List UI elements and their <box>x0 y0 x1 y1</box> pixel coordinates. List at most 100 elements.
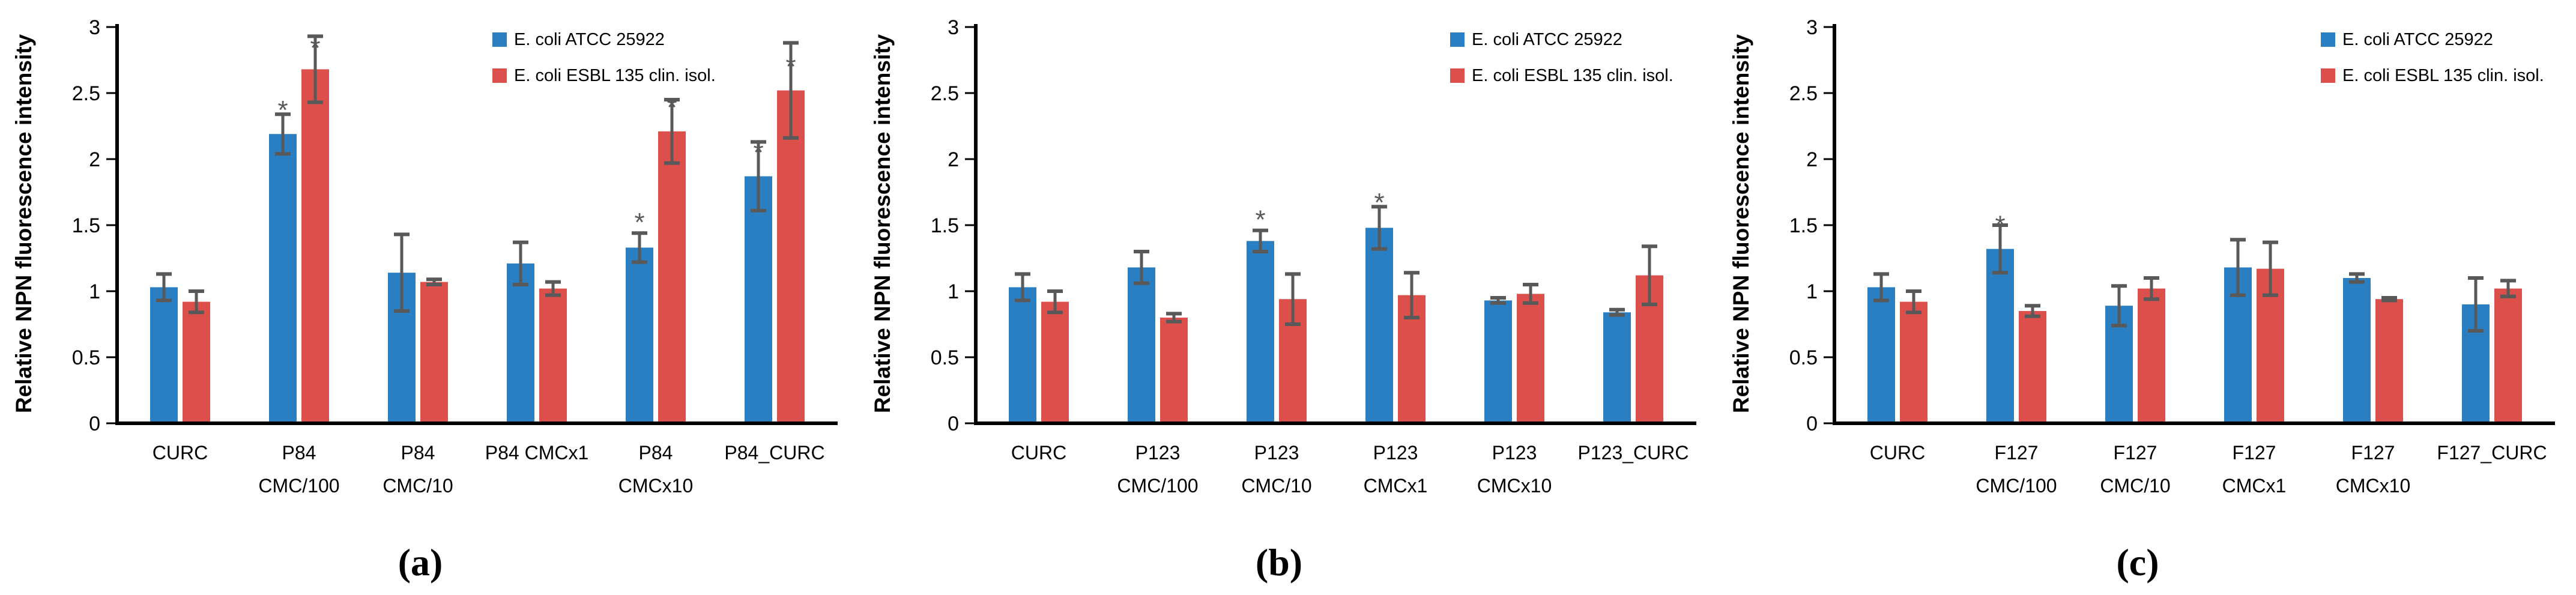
bar-series1-cat0 <box>1867 287 1895 423</box>
bar-series2-cat5 <box>777 90 805 424</box>
bar-series1-cat1 <box>1986 249 2014 423</box>
y-tick-label: 1 <box>89 280 100 303</box>
significance-asterisk: * <box>277 95 288 125</box>
y-tick-label: 1.5 <box>931 214 959 237</box>
category-label-line1: CURC <box>1011 442 1066 464</box>
significance-asterisk: * <box>753 137 763 167</box>
y-tick-label: 0.5 <box>1789 346 1818 369</box>
category-label-line2: CMC/10 <box>382 475 453 497</box>
bar-series2-cat0 <box>1900 301 1927 423</box>
bar-series2-cat4 <box>658 131 686 424</box>
significance-asterisk: * <box>667 93 677 122</box>
chart-panel-c: * 0 0.5 1 1.5 2 2.5 3 Relative NPN fluorescence … <box>1729 16 2555 584</box>
panel-label: (c) <box>2116 541 2159 584</box>
category-label-line2: CMC/100 <box>258 475 339 497</box>
category-label-line1: P84 CMCx1 <box>485 442 589 464</box>
category-label-line2: CMCx10 <box>2336 475 2410 497</box>
legend-label: E. coli ESBL 135 clin. isol. <box>514 66 716 85</box>
category-label-line2: CMCx1 <box>2222 475 2287 497</box>
y-tick-label: 1 <box>948 280 959 303</box>
bar-series2-cat2 <box>420 282 448 423</box>
category-label-line1: F127 <box>2351 442 2395 464</box>
y-axis-title: Relative NPN fluorescence intensity <box>870 34 895 413</box>
y-tick-label: 0.5 <box>72 346 100 369</box>
category-label-line1: P123 <box>1492 442 1537 464</box>
panel-label: (a) <box>398 541 443 584</box>
category-label-line1: P123_CURC <box>1578 442 1689 464</box>
y-tick-label: 2 <box>948 148 959 171</box>
category-label-line1: F127 <box>2114 442 2157 464</box>
category-label-line1: P84_CURC <box>724 442 824 464</box>
y-tick-label: 2.5 <box>931 82 959 105</box>
bar-series1-cat4 <box>1484 300 1512 423</box>
significance-asterisk: * <box>1374 188 1384 217</box>
significance-asterisk: * <box>785 52 796 81</box>
category-label-line1: CURC <box>153 442 208 464</box>
legend-swatch-esbl <box>1450 68 1465 83</box>
y-tick-label: 1 <box>1806 280 1818 303</box>
y-axis-title: Relative NPN fluorescence intensity <box>1729 34 1753 413</box>
panel-label: (b) <box>1256 541 1302 584</box>
bar-series1-cat4 <box>626 247 653 423</box>
y-tick-label: 0 <box>948 412 959 435</box>
category-label-line2: CMCx1 <box>1364 475 1428 497</box>
category-label-line1: F127 <box>1995 442 2039 464</box>
bar-series2-cat2 <box>2138 288 2165 423</box>
category-label-line1: P123 <box>1135 442 1181 464</box>
bar-series2-cat0 <box>1041 301 1069 423</box>
category-label-line2: CMC/10 <box>2100 475 2170 497</box>
bar-series2-cat0 <box>183 301 210 423</box>
bar-series1-cat4 <box>2343 278 2371 423</box>
bar-series1-cat0 <box>150 287 178 423</box>
y-tick-label: 2.5 <box>72 82 100 105</box>
y-tick-label: 3 <box>948 16 959 39</box>
y-tick-label: 1.5 <box>1789 214 1818 237</box>
y-tick-label: 3 <box>1806 16 1818 39</box>
y-tick-label: 2.5 <box>1789 82 1818 105</box>
category-label-line1: F127 <box>2233 442 2276 464</box>
bar-series1-cat3 <box>1365 228 1393 423</box>
chart-panel-a: * * * * * * 0 0.5 1 1.5 2 2.5 3 Relative NPN fluoresc… <box>11 16 838 584</box>
legend-swatch-atcc <box>2321 32 2335 47</box>
legend-label: E. coli ESBL 135 clin. isol. <box>1472 66 1673 85</box>
legend-swatch-esbl <box>2321 68 2335 83</box>
chart-panel-b: * * 0 0.5 1 1.5 2 2.5 3 Relative NPN fluorescence… <box>870 16 1696 584</box>
y-axis-title: Relative NPN fluorescence intensity <box>11 34 36 413</box>
significance-asterisk: * <box>634 208 644 237</box>
category-label-line1: P123 <box>1373 442 1418 464</box>
bar-series1-cat1 <box>1128 267 1155 423</box>
legend-label: E. coli ATCC 25922 <box>1472 30 1622 49</box>
bar-series1-cat3 <box>507 263 534 423</box>
bar-series2-cat4 <box>1517 294 1544 423</box>
y-tick-label: 0.5 <box>931 346 959 369</box>
bar-series2-cat1 <box>1160 318 1188 423</box>
category-label-line1: F127_CURC <box>2437 442 2547 464</box>
category-label-line1: P84 <box>639 442 673 464</box>
category-label-line1: P84 <box>401 442 435 464</box>
y-tick-label: 1.5 <box>72 214 100 237</box>
bar-series1-cat5 <box>745 176 772 423</box>
legend-label: E. coli ESBL 135 clin. isol. <box>2342 66 2544 85</box>
bar-series2-cat1 <box>301 69 329 423</box>
y-tick-label: 2 <box>89 148 100 171</box>
significance-asterisk: * <box>1995 210 2005 240</box>
y-tick-label: 2 <box>1806 148 1818 171</box>
legend-label: E. coli ATCC 25922 <box>514 30 665 49</box>
significance-asterisk: * <box>310 34 320 63</box>
category-label-line2: CMC/100 <box>1976 475 2057 497</box>
bar-series2-cat3 <box>539 288 567 423</box>
legend-label: E. coli ATCC 25922 <box>2342 30 2493 49</box>
category-label-line2: CMC/10 <box>1241 475 1311 497</box>
category-label-line1: CURC <box>1870 442 1925 464</box>
y-tick-label: 3 <box>89 16 100 39</box>
legend-swatch-atcc <box>1450 32 1465 47</box>
bar-series1-cat0 <box>1009 287 1036 423</box>
bar-series1-cat5 <box>1603 312 1631 423</box>
category-label-line2: CMCx10 <box>1477 475 1552 497</box>
legend-swatch-atcc <box>492 32 507 47</box>
bar-series2-cat1 <box>2019 311 2046 423</box>
significance-asterisk: * <box>1255 205 1265 235</box>
category-label-line1: P123 <box>1254 442 1299 464</box>
category-label-line2: CMC/100 <box>1117 475 1198 497</box>
